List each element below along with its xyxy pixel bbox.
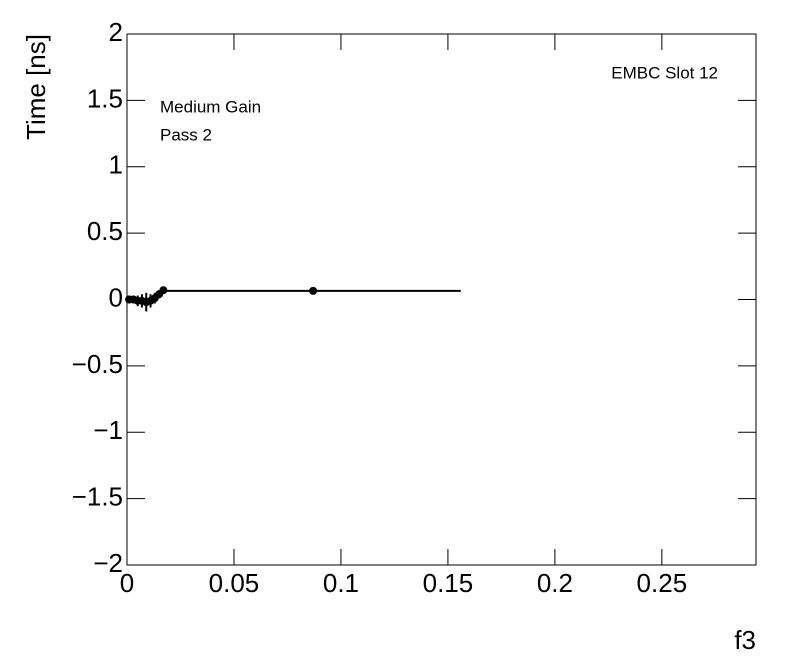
y-tick-label: 0.5 [87, 216, 123, 246]
x-tick-label: 0.15 [423, 568, 474, 598]
y-tick-label: −1.5 [72, 482, 123, 512]
y-tick-label: 1 [109, 150, 123, 180]
x-axis-label: f3 [734, 625, 756, 655]
y-tick-label: −2 [93, 548, 123, 578]
point [159, 286, 168, 295]
y-tick-label: 0 [109, 282, 123, 312]
y-tick-label: 1.5 [87, 83, 123, 113]
y-tick-label: −1 [93, 415, 123, 445]
y-axis-label: Time [ns] [21, 34, 51, 140]
y-tick-label: 2 [109, 17, 123, 47]
annotation: Pass 2 [160, 125, 212, 144]
x-tick-label: 0.05 [209, 568, 260, 598]
annotation: EMBC Slot 12 [611, 63, 718, 82]
x-tick-label: 0.1 [323, 568, 359, 598]
x-tick-label: 0 [120, 568, 134, 598]
annotation: Medium Gain [160, 97, 261, 116]
y-tick-label: −0.5 [72, 349, 123, 379]
point [309, 286, 318, 295]
x-tick-label: 0.2 [537, 568, 573, 598]
x-tick-label: 0.25 [637, 568, 688, 598]
